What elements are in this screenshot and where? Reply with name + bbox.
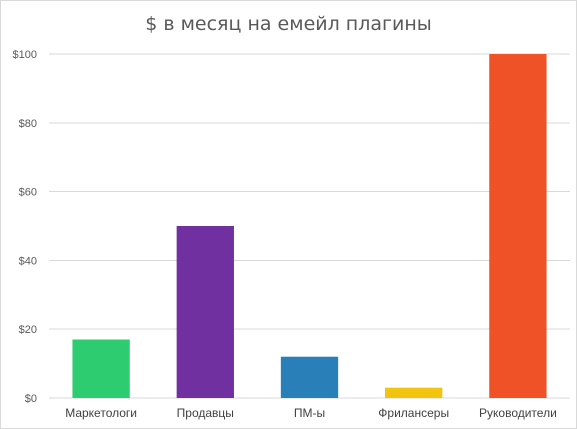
bar (489, 54, 547, 398)
bar (72, 339, 130, 398)
x-tick-label: Продавцы (177, 406, 234, 420)
y-tick-label: $40 (19, 255, 37, 267)
x-tick-label: ПМ-ы (294, 406, 325, 420)
y-tick-label: $60 (19, 187, 37, 199)
x-tick-label: Руководители (479, 406, 557, 420)
chart-title: $ в месяц на емейл плагины (145, 13, 432, 35)
y-tick-label: $100 (13, 49, 37, 61)
bar (176, 226, 234, 398)
y-tick-label: $20 (19, 324, 37, 336)
x-tick-label: Фрилансеры (378, 406, 449, 420)
y-tick-label: $80 (19, 118, 37, 130)
x-tick-label: Маркетологи (65, 406, 137, 420)
y-tick-label: $0 (25, 393, 37, 405)
bar (280, 356, 339, 398)
bar (385, 387, 443, 398)
